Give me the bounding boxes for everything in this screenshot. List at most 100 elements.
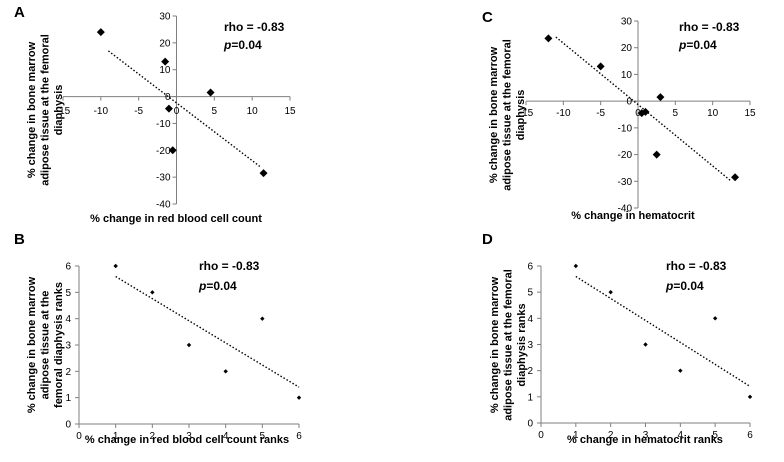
y-axis-label-line: % change in bone marrow — [488, 46, 500, 183]
y-tick-label: 20 — [621, 43, 633, 54]
rho-stat: rho = -0.83 — [679, 20, 740, 34]
p-symbol: p — [198, 279, 206, 293]
y-tick-label: 4 — [65, 314, 71, 325]
data-point — [296, 395, 302, 400]
y-axis-label: % change in bone marrow adipose tissue at… — [488, 39, 527, 191]
y-axis-label: % change in bone marrow adipose tissue at… — [26, 34, 65, 186]
panel-letter: D — [482, 231, 493, 248]
y-tick-label: 2 — [65, 367, 71, 378]
x-tick-label: 0 — [76, 431, 82, 442]
y-axis-label-line: % change in bone marrow — [26, 276, 38, 413]
x-axis-label: % change in red blood cell count — [90, 213, 262, 225]
x-tick-label: 1 — [113, 431, 119, 442]
trendline — [575, 275, 751, 387]
data-point — [652, 150, 661, 159]
x-tick-label: -5 — [596, 108, 605, 119]
data-point — [168, 146, 177, 155]
y-tick-label: 10 — [159, 65, 171, 76]
p-value-stat: p=0.04 — [198, 279, 237, 293]
data-point — [544, 34, 553, 43]
data-point — [747, 394, 753, 400]
x-tick-label: 3 — [643, 430, 649, 441]
panel-d: D 0 1 2 3 4 5 6 0 1 2 3 4 5 6 % change in hematocrit ra… — [482, 231, 753, 446]
y-axis-label-line: diaphysis — [53, 85, 65, 136]
data-point — [113, 263, 118, 269]
y-axis-label-line: % change in bone marrow — [489, 276, 501, 413]
x-tick-label: 10 — [247, 106, 259, 117]
y-axis-label-line: adipose tissue at the femoral — [40, 34, 52, 186]
y-tick-label: 5 — [527, 288, 533, 299]
y-axis-label: % change in bone marrow adipose tissue at… — [489, 269, 528, 421]
x-axis-label: % change in hematocrit ranks — [567, 434, 723, 446]
data-point — [260, 316, 265, 321]
y-axis-label-line: adipose tissue at the femoral — [503, 269, 515, 421]
x-tick-label: 5 — [673, 108, 679, 119]
data-point — [150, 290, 155, 295]
x-tick-label: -15 — [56, 106, 71, 117]
data-point — [96, 28, 105, 37]
data-point — [223, 369, 228, 374]
y-tick-label: 10 — [621, 70, 633, 81]
y-axis-label-line: femoral diaphysis ranks — [53, 282, 65, 408]
panel-letter: B — [14, 231, 25, 248]
y-tick-label: -20 — [618, 150, 633, 161]
data-point — [656, 93, 665, 102]
x-tick-label: 5 — [212, 106, 218, 117]
y-tick-label: 5 — [65, 288, 71, 299]
trendline — [555, 36, 732, 182]
x-tick-label: 15 — [744, 108, 756, 119]
y-tick-label: 20 — [159, 38, 171, 49]
x-tick-label: -10 — [556, 108, 571, 119]
y-tick-label: -30 — [618, 177, 633, 188]
data-point — [164, 104, 173, 113]
x-tick-label: 3 — [186, 431, 192, 442]
x-tick-label: 0 — [538, 430, 544, 441]
y-tick-label: 30 — [159, 12, 171, 23]
x-tick-label: -10 — [94, 106, 109, 117]
y-tick-label: 4 — [527, 314, 533, 325]
y-tick-label: 6 — [527, 262, 533, 273]
x-axis-label: % change in red blood cell count ranks — [85, 434, 289, 446]
y-tick-label: 0 — [165, 92, 171, 103]
data-point — [573, 263, 579, 269]
x-tick-label: 0 — [174, 106, 180, 117]
data-point — [712, 316, 718, 321]
y-axis-label: % change in bone marrow adipose tissue at… — [26, 276, 65, 413]
y-tick-label: 3 — [65, 341, 71, 352]
data-point — [731, 173, 740, 182]
p-value: =0.04 — [206, 279, 237, 293]
y-tick-label: 0 — [626, 97, 632, 108]
y-tick-label: -10 — [618, 123, 633, 134]
y-tick-label: -40 — [618, 204, 633, 215]
x-tick-label: 2 — [150, 431, 156, 442]
trendline — [107, 50, 261, 167]
y-axis-label-line: diaphysis — [515, 90, 527, 141]
x-tick-label: 4 — [223, 431, 229, 442]
y-tick-label: 1 — [65, 393, 71, 404]
data-point — [259, 169, 268, 178]
p-value: =0.04 — [673, 279, 704, 293]
data-point — [596, 62, 605, 71]
p-value-stat: p=0.04 — [665, 279, 704, 293]
data-point — [678, 368, 683, 373]
x-tick-label: 1 — [573, 430, 579, 441]
data-point — [643, 342, 648, 347]
x-tick-label: 2 — [608, 430, 614, 441]
y-tick-label: 6 — [65, 262, 71, 273]
p-symbol: p — [223, 38, 231, 52]
rho-stat: rho = -0.83 — [224, 20, 285, 34]
trendline — [115, 275, 300, 388]
p-value-stat: p=0.04 — [223, 38, 262, 52]
data-point — [161, 57, 170, 66]
p-symbol: p — [665, 279, 673, 293]
x-tick-label: 5 — [712, 430, 718, 441]
y-tick-label: 0 — [65, 420, 71, 431]
y-tick-label: 30 — [621, 17, 633, 28]
rho-stat: rho = -0.83 — [666, 259, 727, 273]
data-point — [608, 289, 613, 295]
y-axis-label-line: diaphysis ranks — [516, 303, 528, 386]
y-tick-label: -20 — [156, 146, 171, 157]
